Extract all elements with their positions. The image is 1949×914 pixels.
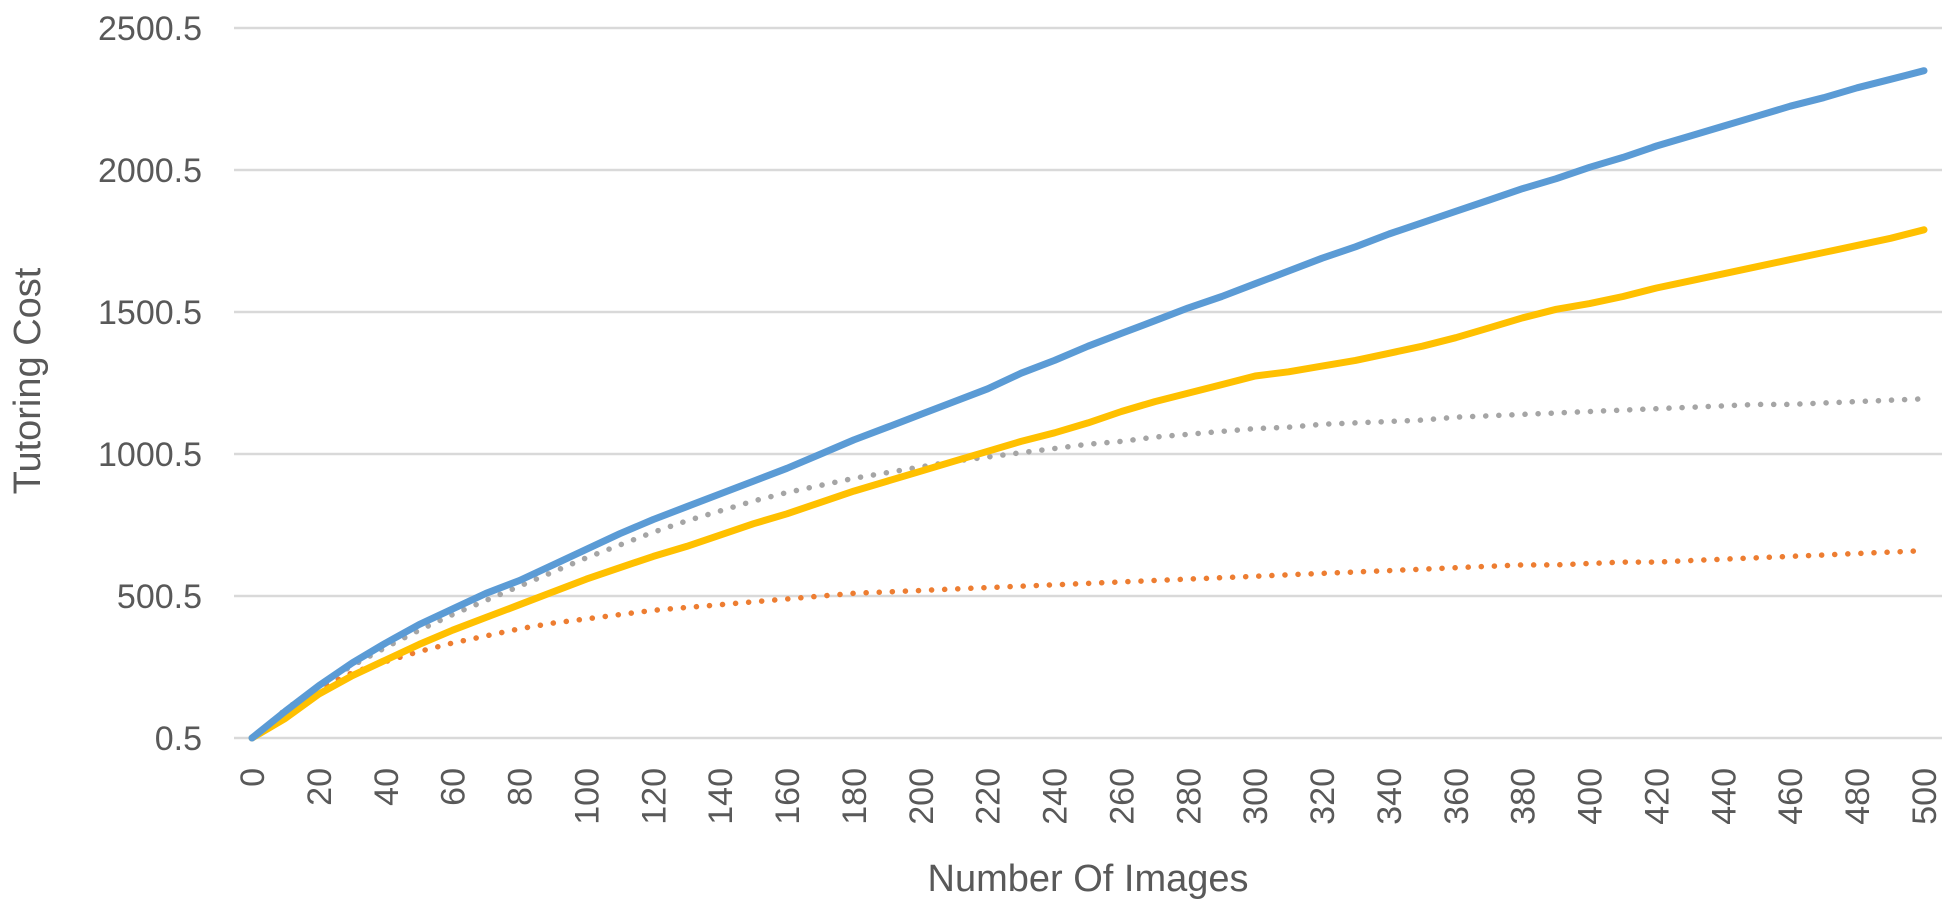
x-tick-label: 160 xyxy=(769,768,807,825)
x-axis-title: Number Of Images xyxy=(928,858,1249,900)
y-tick-label: 500.5 xyxy=(117,578,202,616)
x-tick-label: 420 xyxy=(1638,768,1676,825)
x-tick-label: 400 xyxy=(1572,768,1610,825)
series-line-1 xyxy=(248,226,1928,742)
x-tick-label: 440 xyxy=(1705,768,1743,825)
x-tick-label: 200 xyxy=(903,768,941,825)
series-line-2 xyxy=(249,396,1927,741)
gridlines xyxy=(234,26,1942,740)
x-tick-label: 80 xyxy=(502,768,540,806)
series-line-0 xyxy=(248,67,1928,742)
series-layer xyxy=(248,67,1928,742)
y-axis-title: Tutoring Cost xyxy=(7,267,49,494)
y-axis-ticks: 0.5 500.5 1000.5 1500.5 2000.5 2500.5 xyxy=(98,10,202,758)
x-tick-label: 380 xyxy=(1505,768,1543,825)
x-tick-label: 240 xyxy=(1037,768,1075,825)
x-tick-label: 360 xyxy=(1438,768,1476,825)
x-tick-label: 180 xyxy=(836,768,874,825)
x-tick-label: 60 xyxy=(435,768,473,806)
x-tick-label: 0 xyxy=(234,768,272,787)
x-tick-label: 500 xyxy=(1906,768,1944,825)
x-tick-label: 280 xyxy=(1170,768,1208,825)
x-tick-label: 460 xyxy=(1772,768,1810,825)
series-line-3 xyxy=(249,547,1927,741)
x-tick-label: 120 xyxy=(635,768,673,825)
y-tick-label: 1000.5 xyxy=(98,436,202,474)
x-tick-label: 340 xyxy=(1371,768,1409,825)
x-tick-label: 480 xyxy=(1839,768,1877,825)
x-tick-label: 320 xyxy=(1304,768,1342,825)
x-tick-label: 300 xyxy=(1237,768,1275,825)
x-tick-label: 140 xyxy=(702,768,740,825)
x-tick-label: 20 xyxy=(301,768,339,806)
y-tick-label: 2000.5 xyxy=(98,152,202,190)
x-tick-label: 40 xyxy=(368,768,406,806)
y-tick-label: 2500.5 xyxy=(98,10,202,48)
x-axis-ticks: 0 20 40 60 80 100 120 140 160 180 200 220 240 260 280 3… xyxy=(234,768,1944,825)
x-tick-label: 260 xyxy=(1103,768,1141,825)
y-tick-label: 1500.5 xyxy=(98,294,202,332)
x-tick-label: 100 xyxy=(568,768,606,825)
x-tick-label: 220 xyxy=(970,768,1008,825)
y-tick-label: 0.5 xyxy=(155,720,202,758)
